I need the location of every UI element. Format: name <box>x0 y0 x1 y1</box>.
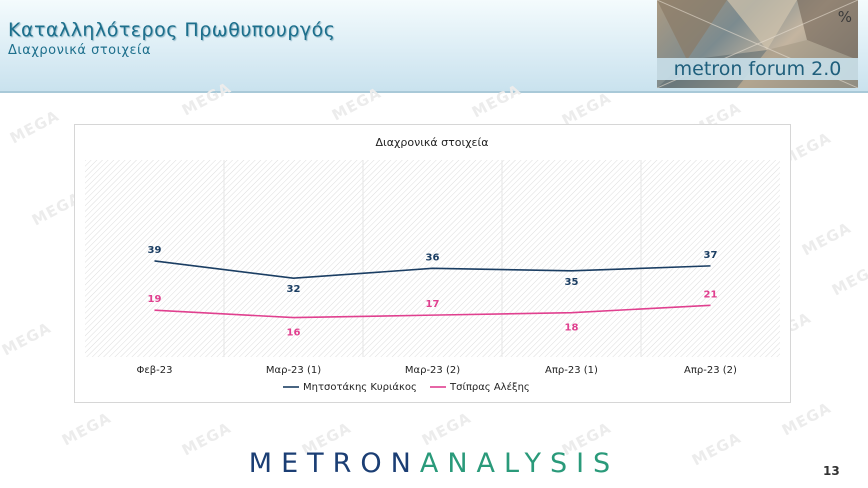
data-label: 18 <box>565 323 579 334</box>
watermark-text: MEGA <box>6 106 63 148</box>
data-label: 32 <box>287 284 301 295</box>
forum-badge-label: metron forum 2.0 <box>657 58 858 80</box>
page-subtitle: Διαχρονικά στοιχεία <box>8 43 152 58</box>
metron-forum-badge: % metron forum 2.0 <box>657 0 858 88</box>
chart-title: Διαχρονικά στοιχεία <box>376 136 489 149</box>
x-tick-label: Μαρ-23 (1) <box>266 365 321 376</box>
x-tick-label: Απρ-23 (2) <box>684 365 737 376</box>
x-tick-label: Μαρ-23 (2) <box>405 365 460 376</box>
watermark-text: MEGA <box>828 258 868 300</box>
plot-area <box>85 160 780 357</box>
data-label: 17 <box>426 299 440 310</box>
data-label: 16 <box>287 328 301 339</box>
data-labels: 39 32 36 35 37 19 16 17 18 21 <box>148 245 718 339</box>
series-line-1 <box>154 260 711 280</box>
line-chart: Διαχρονικά στοιχεία 39 32 36 35 37 19 16 17 18 21… <box>85 136 780 393</box>
data-label: 39 <box>148 245 162 256</box>
data-label: 36 <box>426 252 440 263</box>
data-label: 19 <box>148 294 162 305</box>
data-label: 21 <box>704 289 718 300</box>
legend-label: Τσίπρας Αλέξης <box>449 381 530 393</box>
data-label: 37 <box>704 250 718 261</box>
x-tick-label: Φεβ-23 <box>137 365 173 376</box>
watermark-text: MEGA <box>778 398 835 440</box>
x-tick-label: Απρ-23 (1) <box>545 365 598 376</box>
chart-legend: Μητσοτάκης Κυριάκος Τσίπρας Αλέξης <box>283 381 530 393</box>
series-lines <box>154 260 711 319</box>
watermark-text: MEGA <box>418 408 475 450</box>
page-title: Καταλληλότερος Πρωθυπουργός <box>8 19 336 41</box>
logo-part-metron: METRON <box>248 448 420 479</box>
watermark-text: MEGA <box>798 218 855 260</box>
watermark-text: MEGA <box>58 408 115 450</box>
series-line-2 <box>154 304 711 319</box>
watermark-text: MEGA <box>0 318 55 360</box>
page-number: 13 <box>823 464 840 478</box>
x-axis-tick-labels: Φεβ-23 Μαρ-23 (1) Μαρ-23 (2) Απρ-23 (1) Απρ-… <box>137 365 738 376</box>
chart-panel: Διαχρονικά στοιχεία 39 32 36 35 37 19 16 17 18 21… <box>74 124 791 403</box>
header-divider <box>0 91 868 93</box>
data-label: 35 <box>565 277 579 288</box>
vertical-gridlines <box>223 160 642 357</box>
percent-sign: % <box>837 8 852 26</box>
metron-analysis-logo: METRONANALYSIS <box>0 448 868 479</box>
logo-part-analysis: ANALYSIS <box>419 448 620 479</box>
legend-label: Μητσοτάκης Κυριάκος <box>303 381 417 393</box>
